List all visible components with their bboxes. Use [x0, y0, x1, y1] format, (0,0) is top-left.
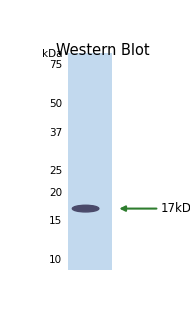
Ellipse shape — [72, 205, 99, 212]
Text: 15: 15 — [49, 216, 62, 226]
Text: 20: 20 — [49, 188, 62, 198]
Text: Western Blot: Western Blot — [56, 43, 150, 58]
Text: 50: 50 — [49, 99, 62, 109]
Text: 25: 25 — [49, 166, 62, 176]
Text: 37: 37 — [49, 128, 62, 138]
Text: 17kDa: 17kDa — [161, 202, 190, 215]
Text: 75: 75 — [49, 60, 62, 70]
Text: kDa: kDa — [42, 49, 62, 59]
Bar — [68, 53, 112, 270]
Text: 10: 10 — [49, 255, 62, 265]
